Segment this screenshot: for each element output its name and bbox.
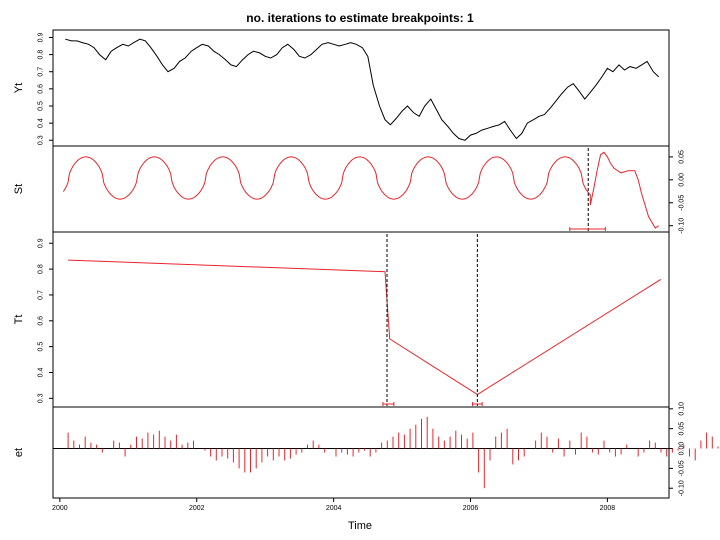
y-tick-label: 0.00 — [679, 442, 686, 456]
series-line-yt — [65, 38, 660, 141]
y-tick-label: -0.05 — [679, 460, 686, 476]
y-tick-label: 0.05 — [679, 422, 686, 436]
series-line-st — [62, 151, 659, 229]
y-tick-label: 0.5 — [38, 342, 45, 352]
panel-frame — [52, 231, 670, 408]
panel-frame — [52, 145, 670, 233]
x-tick-label: 2006 — [463, 505, 479, 512]
y-tick-label: 0.9 — [38, 32, 45, 42]
y-axis-label: Yt — [13, 83, 25, 93]
x-axis-label: Time — [348, 520, 372, 532]
y-tick-label: 0.4 — [38, 118, 45, 128]
y-tick-label: 0.6 — [38, 84, 45, 94]
y-tick-label: -0.10 — [679, 218, 686, 234]
panel-et: et -0.10 -0.05 0.00 0.05 0.10 — [13, 402, 719, 499]
y-tick-label: 0.8 — [38, 50, 45, 60]
chart-title: no. iterations to estimate breakpoints: … — [246, 11, 474, 25]
y-tick-label: 0.8 — [38, 264, 45, 274]
y-tick-label: 0.3 — [38, 135, 45, 145]
y-axis-label: et — [13, 448, 25, 457]
y-tick-label: 0.7 — [38, 67, 45, 77]
x-tick-label: 2008 — [600, 505, 616, 512]
x-tick-label: 2004 — [326, 505, 342, 512]
y-tick-label: 0.7 — [38, 290, 45, 300]
x-tick-label: 2002 — [189, 505, 205, 512]
panel-yt: Yt 0.3 0.4 0.5 0.6 0.7 0.8 0.9 — [13, 29, 670, 147]
panel-tt: Tt 0.3 0.4 0.5 0.6 0.7 0.8 0.9 — [13, 231, 670, 408]
y-tick-label: 0.05 — [679, 150, 686, 164]
x-axis: 2000 2002 2004 2006 2008 — [52, 497, 616, 512]
y-tick-label: 0.5 — [38, 101, 45, 111]
y-tick-label: 0.00 — [679, 173, 686, 187]
x-tick-label: 2000 — [52, 505, 68, 512]
y-tick-label: 0.6 — [38, 316, 45, 326]
y-tick-label: -0.10 — [679, 480, 686, 496]
y-axis-label: Tt — [13, 315, 25, 325]
y-tick-label: 0.3 — [38, 393, 45, 403]
panel-st: St -0.10 -0.05 0.00 0.05 — [13, 145, 686, 234]
y-axis-label: St — [13, 184, 25, 194]
y-tick-label: 0.10 — [679, 402, 686, 416]
y-tick-label: -0.05 — [679, 195, 686, 211]
y-tick-label: 0.9 — [38, 238, 45, 248]
panels: Yt 0.3 0.4 0.5 0.6 0.7 0.8 0.9 St -0.10 -0.05 0.00 0… — [13, 29, 719, 512]
y-tick-label: 0.4 — [38, 368, 45, 378]
panel-frame — [52, 406, 670, 499]
series-line-tt — [68, 259, 662, 396]
